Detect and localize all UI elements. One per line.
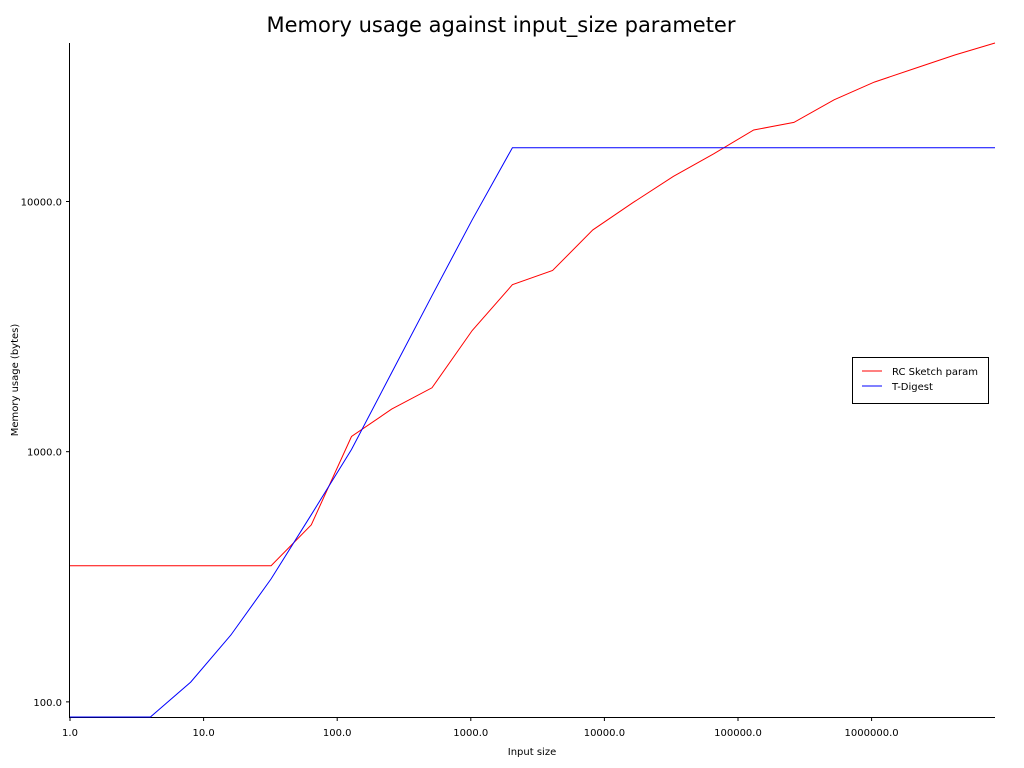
legend: RC Sketch param T-Digest <box>852 357 989 404</box>
y-ticks: 100.0 1000.0 10000.0 <box>21 197 70 709</box>
x-ticks: 1.0 10.0 100.0 1000.0 10000.0 100000.0 1000000… <box>62 717 899 739</box>
x-axis-label: Input size <box>508 747 556 758</box>
y-tick-label: 100.0 <box>33 698 62 709</box>
legend-box <box>852 357 989 404</box>
x-tick-label: 1.0 <box>62 728 78 739</box>
y-axis-label: Memory usage (bytes) <box>10 324 21 437</box>
series-line-rc-sketch <box>70 42 996 567</box>
chart-title: Memory usage against input_size paramete… <box>267 13 736 38</box>
x-tick-label: 1000.0 <box>453 728 488 739</box>
series-layer <box>70 42 996 718</box>
y-tick-label: 1000.0 <box>27 448 62 459</box>
x-tick-label: 10000.0 <box>584 728 625 739</box>
x-tick-label: 1000000.0 <box>845 728 899 739</box>
x-tick-label: 10.0 <box>192 728 214 739</box>
x-tick-label: 100.0 <box>323 728 352 739</box>
x-tick-label: 100000.0 <box>714 728 762 739</box>
series-line-t-digest <box>70 147 995 718</box>
legend-entry-label: RC Sketch param <box>892 367 978 378</box>
y-tick-label: 10000.0 <box>21 197 62 208</box>
legend-entry-label: T-Digest <box>891 382 933 393</box>
